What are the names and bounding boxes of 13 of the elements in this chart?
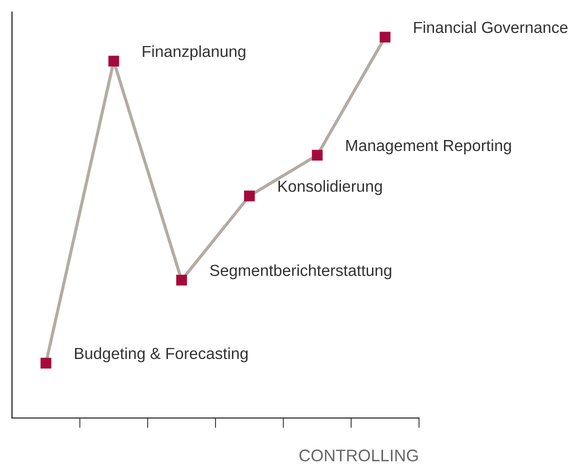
point bbox=[244, 190, 255, 202]
point bbox=[40, 358, 52, 369]
annotation: Finanzplanung bbox=[142, 45, 246, 60]
annotation: Konsolidierung bbox=[278, 180, 382, 196]
annotation: Segmentberichterstattung bbox=[210, 264, 392, 280]
point bbox=[312, 150, 323, 161]
text: Financial Governance bbox=[414, 21, 568, 34]
x-axis-title: CONTROLLING bbox=[299, 450, 418, 462]
annotation: Budgeting & Forecasting bbox=[75, 347, 248, 362]
point bbox=[176, 274, 187, 286]
annotation: Management Reporting bbox=[346, 139, 511, 154]
point bbox=[380, 32, 390, 43]
point bbox=[108, 56, 120, 67]
